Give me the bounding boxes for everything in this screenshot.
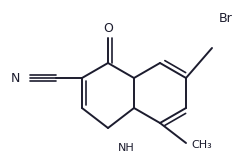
Text: CH₃: CH₃ bbox=[191, 140, 212, 150]
Text: NH: NH bbox=[118, 143, 135, 153]
Text: Br: Br bbox=[219, 11, 233, 24]
Text: O: O bbox=[103, 22, 113, 35]
Text: N: N bbox=[11, 71, 20, 84]
